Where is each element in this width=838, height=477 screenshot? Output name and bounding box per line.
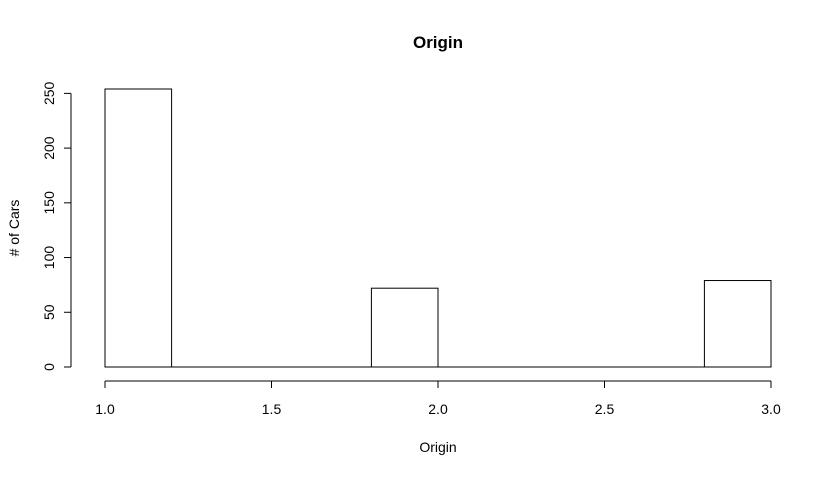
x-tick-label-4: 3.0	[761, 401, 781, 417]
histogram-bar-4	[370, 287, 439, 368]
y-tick-label-3: 150	[41, 191, 57, 215]
histogram-bar-0	[104, 88, 173, 368]
y-tick-label-5: 250	[41, 81, 57, 105]
y-axis-label: # of Cars	[6, 200, 22, 257]
x-axis-label: Origin	[419, 439, 456, 455]
x-tick-label-2: 2.0	[428, 401, 448, 417]
y-tick-label-2: 100	[41, 246, 57, 270]
chart-title: Origin	[413, 33, 463, 52]
x-tick-label-1: 1.5	[262, 401, 282, 417]
x-tick-label-0: 1.0	[95, 401, 115, 417]
y-tick-label-4: 200	[41, 136, 57, 160]
bars-group	[104, 88, 772, 368]
y-axis: 0 50 100 150 200 250	[41, 81, 72, 371]
x-axis: 1.0 1.5 2.0 2.5 3.0	[95, 380, 781, 417]
y-tick-label-1: 50	[41, 304, 57, 320]
x-tick-label-3: 2.5	[595, 401, 615, 417]
histogram-bar-9	[703, 280, 772, 368]
y-tick-label-0: 0	[41, 363, 57, 371]
